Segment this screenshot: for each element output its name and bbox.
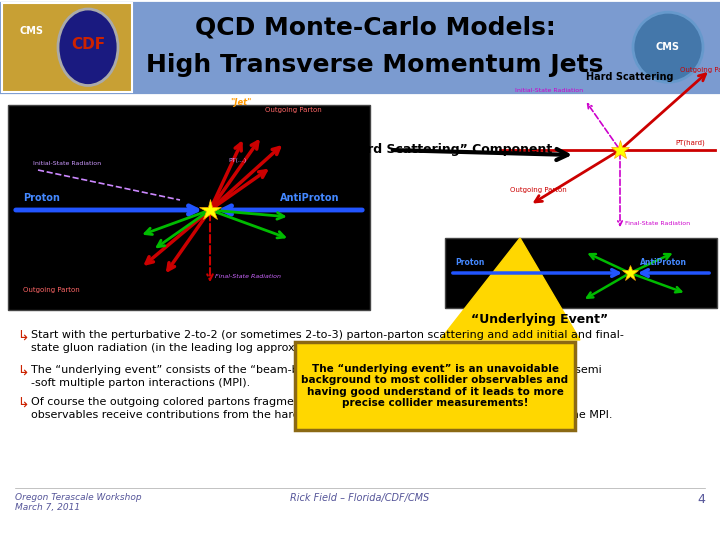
- Ellipse shape: [58, 9, 118, 85]
- Circle shape: [633, 12, 703, 82]
- Text: CMS: CMS: [20, 26, 44, 36]
- Text: “Underlying Event”: “Underlying Event”: [472, 314, 608, 327]
- Text: High Transverse Momentum Jets: High Transverse Momentum Jets: [146, 53, 603, 77]
- Text: AntiProton: AntiProton: [640, 258, 687, 267]
- Text: CMS: CMS: [656, 42, 680, 52]
- Text: Final-State Radiation: Final-State Radiation: [625, 221, 690, 226]
- Text: The “underlying event” is an unavoidable
background to most collider observables: The “underlying event” is an unavoidable…: [302, 363, 569, 408]
- Text: -soft multiple parton interactions (MPI).: -soft multiple parton interactions (MPI)…: [31, 378, 251, 388]
- Text: Outgoing Parton: Outgoing Parton: [265, 107, 322, 113]
- Text: Rick Field – Florida/CDF/CMS: Rick Field – Florida/CDF/CMS: [290, 493, 430, 503]
- Text: QCD Monte-Carlo Models:: QCD Monte-Carlo Models:: [194, 16, 555, 40]
- Text: ↳: ↳: [17, 330, 29, 344]
- Bar: [0, 0, 720, 94]
- Text: Initial-State Radiation: Initial-State Radiation: [33, 161, 101, 166]
- Text: Outgoing Parton: Outgoing Parton: [510, 187, 567, 193]
- Text: Outgoing Parton: Outgoing Parton: [680, 67, 720, 73]
- Text: ↳: ↳: [17, 397, 29, 411]
- Bar: [620, 3, 717, 91]
- Bar: [2, 3, 132, 91]
- Text: ↳: ↳: [17, 365, 29, 379]
- Text: Of course the outgoing colored partons fragment into jets, but we simply “underl: Of course the outgoing colored partons f…: [31, 397, 549, 407]
- Text: Initial-State Radiation: Initial-State Radiation: [515, 88, 583, 93]
- Text: The “underlying event” consists of the “beam-beam remnants” and particles arisin: The “underlying event” consists of the “…: [31, 365, 602, 375]
- Text: “Hard Scattering” Component: “Hard Scattering” Component: [340, 144, 552, 157]
- Text: Hard Scattering: Hard Scattering: [586, 72, 674, 82]
- Text: state gluon radiation (in the leading log approximation or modified leading log : state gluon radiation (in the leading lo…: [31, 343, 562, 353]
- Text: AntiProton: AntiProton: [280, 193, 340, 203]
- Bar: [0, 94, 720, 540]
- Text: Proton: Proton: [23, 193, 60, 203]
- Text: "Jet": "Jet": [230, 98, 251, 107]
- Bar: [445, 238, 717, 308]
- Text: PT(...): PT(...): [228, 158, 246, 163]
- Polygon shape: [440, 238, 580, 340]
- Text: Final-State Radiation: Final-State Radiation: [215, 274, 281, 279]
- Text: CDF: CDF: [71, 37, 105, 52]
- Text: Oregon Terascale Workshop
March 7, 2011: Oregon Terascale Workshop March 7, 2011: [15, 493, 142, 512]
- Text: Outgoing Parton: Outgoing Parton: [23, 287, 80, 293]
- Text: observables receive contributions from the hard scattering, initial and final-st: observables receive contributions from t…: [31, 410, 613, 420]
- Bar: [8, 105, 370, 310]
- Text: Start with the perturbative 2-to-2 (or sometimes 2-to-3) parton-parton scatterin: Start with the perturbative 2-to-2 (or s…: [31, 330, 624, 340]
- Text: 4: 4: [697, 493, 705, 506]
- Text: Proton: Proton: [455, 258, 485, 267]
- FancyBboxPatch shape: [295, 342, 575, 430]
- Text: PT(hard): PT(hard): [675, 140, 705, 146]
